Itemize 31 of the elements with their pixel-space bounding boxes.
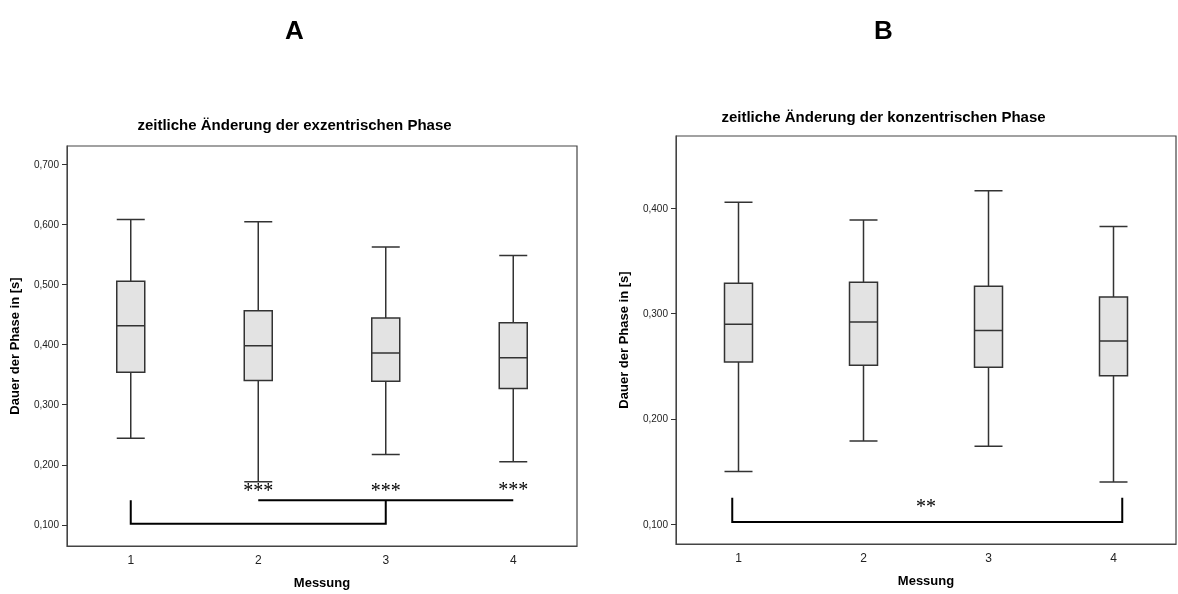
- chart-title: zeitliche Änderung der konzentrischen Phase: [721, 108, 1046, 125]
- annotation: ***: [243, 479, 274, 502]
- y-tick-label: 0,200: [33, 459, 60, 471]
- y-tick-label: 0,700: [33, 158, 60, 170]
- x-tick-label: 3: [985, 551, 993, 565]
- y-tick-label: 0,300: [642, 308, 669, 320]
- y-tick-label: 0,400: [642, 203, 669, 215]
- x-axis-title: Messung: [293, 575, 351, 590]
- x-axis-title: Messung: [897, 573, 955, 588]
- x-tick-label: 1: [735, 551, 743, 565]
- x-tick-label: 2: [254, 553, 262, 567]
- y-tick-label: 0,600: [33, 218, 60, 230]
- y-axis-title: Dauer der Phase in [s]: [7, 277, 22, 415]
- y-tick-label: 0,400: [33, 339, 60, 350]
- x-tick-label: 1: [127, 553, 135, 567]
- annotation: **: [916, 495, 936, 518]
- annotation: ***: [370, 479, 401, 502]
- annotation: ***: [498, 477, 529, 500]
- x-tick-label: 4: [1110, 551, 1118, 565]
- y-tick-label: 0,100: [642, 518, 669, 530]
- text: A: [285, 15, 305, 45]
- y-tick-label: 0,100: [33, 519, 60, 531]
- y-axis-title: Dauer der Phase in [s]: [616, 271, 631, 409]
- x-tick-label: 3: [382, 553, 390, 567]
- y-tick-label: 0,300: [33, 399, 60, 411]
- chart-title: zeitliche Änderung der exzentrischen Phase: [137, 116, 452, 133]
- y-tick-label: 0,500: [33, 278, 60, 290]
- y-tick-label: 0,200: [642, 413, 669, 425]
- x-tick-label: 4: [509, 553, 517, 567]
- x-tick-label: 2: [860, 551, 868, 565]
- text: B: [874, 15, 893, 45]
